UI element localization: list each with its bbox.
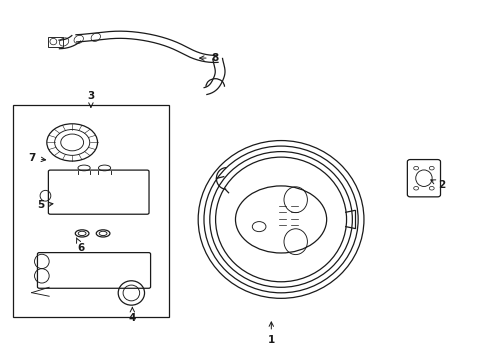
Text: 1: 1 [267, 322, 274, 345]
Text: 5: 5 [37, 200, 53, 210]
Text: 4: 4 [128, 307, 136, 323]
Bar [48, 37, 63, 46]
Text: 6: 6 [76, 238, 84, 253]
Text: 3: 3 [87, 91, 94, 107]
Bar [13, 105, 168, 317]
Text: 8: 8 [199, 53, 219, 63]
Text: 2: 2 [430, 180, 445, 190]
Text: 7: 7 [29, 153, 45, 163]
